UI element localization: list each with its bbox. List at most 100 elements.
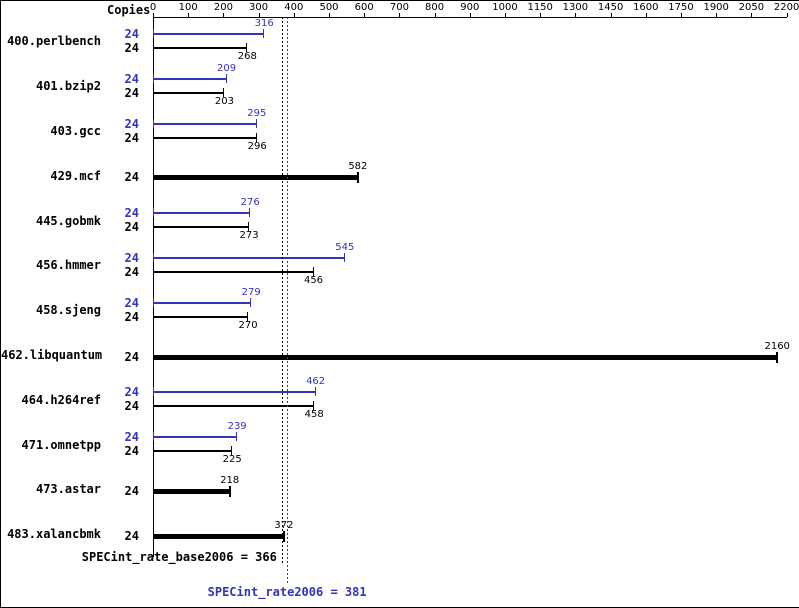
single-value-label: 2160 — [764, 340, 790, 352]
peak-bar-endcap — [236, 432, 238, 442]
x-tick-mark — [293, 13, 295, 17]
single-bar — [153, 354, 778, 360]
peak-bar — [153, 301, 252, 304]
x-tick-label: 1900 — [703, 2, 729, 13]
base-bar-startcap — [153, 267, 154, 276]
x-tick-label: 2050 — [738, 2, 765, 13]
x-tick-mark — [505, 13, 506, 17]
peak-value-label: 295 — [247, 107, 267, 119]
peak-bar-startcap — [153, 253, 154, 262]
x-tick-label: 700 — [389, 2, 409, 13]
single-bar-endcap — [776, 351, 779, 363]
base-value-label: 458 — [304, 409, 324, 421]
y-axis-line — [153, 17, 154, 557]
copies-value-base: 24 — [124, 444, 139, 459]
x-tick-label: 1450 — [597, 2, 624, 13]
benchmark-label: 462.libquantum — [1, 348, 103, 362]
base-value-label: 225 — [222, 454, 242, 466]
x-tick-mark — [399, 13, 401, 17]
base-value-label: 270 — [238, 319, 258, 331]
x-tick-mark — [329, 13, 330, 17]
base-value-label: 273 — [239, 230, 259, 242]
base-value-label: 456 — [303, 275, 324, 286]
x-tick-mark — [469, 13, 471, 17]
peak-bar — [153, 212, 251, 215]
copies-value: 24 — [124, 528, 139, 543]
copies-value: 24 — [124, 484, 139, 498]
copies-value-peak: 24 — [124, 27, 139, 41]
x-tick-mark — [223, 13, 225, 17]
peak-bar-endcap — [263, 29, 265, 38]
base-bar-endcap — [247, 311, 249, 321]
x-tick-label: 300 — [249, 2, 269, 13]
summary-peak-text: SPECint_rate2006 = 381 — [207, 585, 367, 599]
base-bar-startcap — [153, 222, 154, 232]
peak-bar — [153, 257, 345, 259]
x-tick-mark — [645, 13, 647, 17]
peak-value-label: 279 — [241, 286, 261, 298]
base-bar-endcap — [231, 446, 233, 456]
benchmark-label: 445.gobmk — [35, 213, 101, 228]
x-tick-label: 1150 — [527, 2, 553, 13]
x-tick-mark — [434, 13, 436, 17]
base-value-label: 203 — [214, 95, 234, 107]
x-tick-label: 1300 — [562, 2, 589, 13]
base-bar-startcap — [153, 401, 154, 411]
peak-bar-startcap — [153, 387, 154, 397]
base-bar-endcap — [256, 132, 258, 142]
peak-value-label: 462 — [306, 376, 326, 388]
copies-header: Copies — [107, 3, 151, 17]
x-tick-label: 600 — [354, 2, 374, 13]
peak-value-label: 276 — [240, 197, 260, 209]
copies-value-base: 24 — [124, 130, 139, 145]
single-value-label: 582 — [348, 161, 368, 173]
copies-value-peak: 24 — [124, 295, 139, 310]
base-bar-endcap — [246, 43, 248, 52]
base-bar-endcap — [223, 87, 225, 97]
copies-value-base: 24 — [124, 265, 139, 279]
copies-value-base: 24 — [124, 309, 139, 324]
x-tick-label: 1000 — [492, 2, 518, 13]
peak-bar — [153, 122, 257, 125]
benchmark-label: 483.xalancbmk — [7, 527, 101, 542]
peak-bar-endcap — [250, 297, 252, 307]
single-bar — [153, 489, 230, 494]
x-tick-mark — [610, 13, 612, 17]
peak-bar-startcap — [153, 73, 154, 83]
base-bar-startcap — [153, 43, 154, 52]
x-tick-mark — [786, 13, 788, 17]
x-tick-label: 0 — [149, 2, 157, 13]
base-bar-endcap — [248, 222, 250, 232]
x-tick-label: 800 — [425, 2, 445, 13]
copies-value-base: 24 — [124, 41, 139, 55]
copies-value-peak: 24 — [124, 385, 139, 400]
copies-value: 24 — [124, 170, 139, 185]
base-bar — [153, 450, 233, 453]
benchmark-label: 471.omnetpp — [21, 437, 101, 452]
x-tick-label: 100 — [178, 2, 198, 13]
peak-value-label: 209 — [217, 62, 237, 74]
single-bar-endcap — [228, 486, 231, 497]
x-tick-mark — [188, 13, 190, 17]
peak-bar — [153, 33, 265, 35]
benchmark-label: 464.h264ref — [21, 392, 101, 407]
peak-bar-endcap — [314, 387, 316, 397]
copies-value-peak: 24 — [124, 116, 139, 131]
x-tick-label: 1750 — [668, 2, 694, 13]
x-tick-mark — [681, 13, 682, 17]
benchmark-label: 429.mcf — [50, 168, 101, 183]
x-tick-label: 900 — [460, 2, 480, 13]
copies-value-base: 24 — [124, 220, 139, 235]
copies-value-peak: 24 — [124, 251, 139, 265]
copies-value-base: 24 — [124, 399, 139, 414]
copies-value-peak: 24 — [124, 430, 139, 445]
peak-mean-line — [287, 17, 289, 585]
copies-value-base: 24 — [124, 85, 139, 100]
summary-base-text: SPECint_rate_base2006 = 366 — [81, 550, 277, 564]
benchmark-label: 473.astar — [35, 482, 101, 497]
x-tick-mark — [716, 13, 718, 17]
benchmark-label: 458.sjeng — [35, 303, 101, 318]
base-bar — [153, 47, 248, 49]
